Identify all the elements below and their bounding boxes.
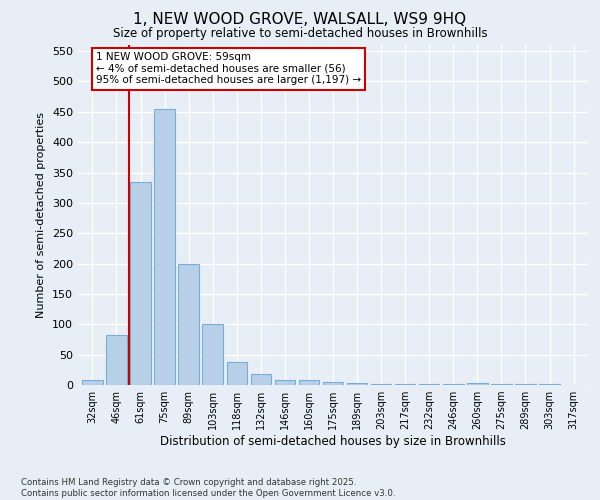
Bar xyxy=(395,384,415,385)
Bar xyxy=(299,380,319,385)
Text: Contains HM Land Registry data © Crown copyright and database right 2025.
Contai: Contains HM Land Registry data © Crown c… xyxy=(21,478,395,498)
Bar xyxy=(227,362,247,385)
Bar xyxy=(347,383,367,385)
X-axis label: Distribution of semi-detached houses by size in Brownhills: Distribution of semi-detached houses by … xyxy=(160,435,506,448)
Bar xyxy=(443,384,464,385)
Bar xyxy=(515,384,536,385)
Bar xyxy=(371,384,391,385)
Bar xyxy=(275,380,295,385)
Bar xyxy=(106,334,127,385)
Text: Size of property relative to semi-detached houses in Brownhills: Size of property relative to semi-detach… xyxy=(113,28,487,40)
Bar xyxy=(419,384,439,385)
Bar xyxy=(154,109,175,385)
Bar xyxy=(178,264,199,385)
Bar xyxy=(130,182,151,385)
Bar xyxy=(323,382,343,385)
Text: 1 NEW WOOD GROVE: 59sqm
← 4% of semi-detached houses are smaller (56)
95% of sem: 1 NEW WOOD GROVE: 59sqm ← 4% of semi-det… xyxy=(96,52,361,86)
Bar xyxy=(467,383,488,385)
Y-axis label: Number of semi-detached properties: Number of semi-detached properties xyxy=(37,112,46,318)
Text: 1, NEW WOOD GROVE, WALSALL, WS9 9HQ: 1, NEW WOOD GROVE, WALSALL, WS9 9HQ xyxy=(133,12,467,28)
Bar xyxy=(202,324,223,385)
Bar xyxy=(251,374,271,385)
Bar xyxy=(82,380,103,385)
Bar xyxy=(491,384,512,385)
Bar xyxy=(539,384,560,385)
